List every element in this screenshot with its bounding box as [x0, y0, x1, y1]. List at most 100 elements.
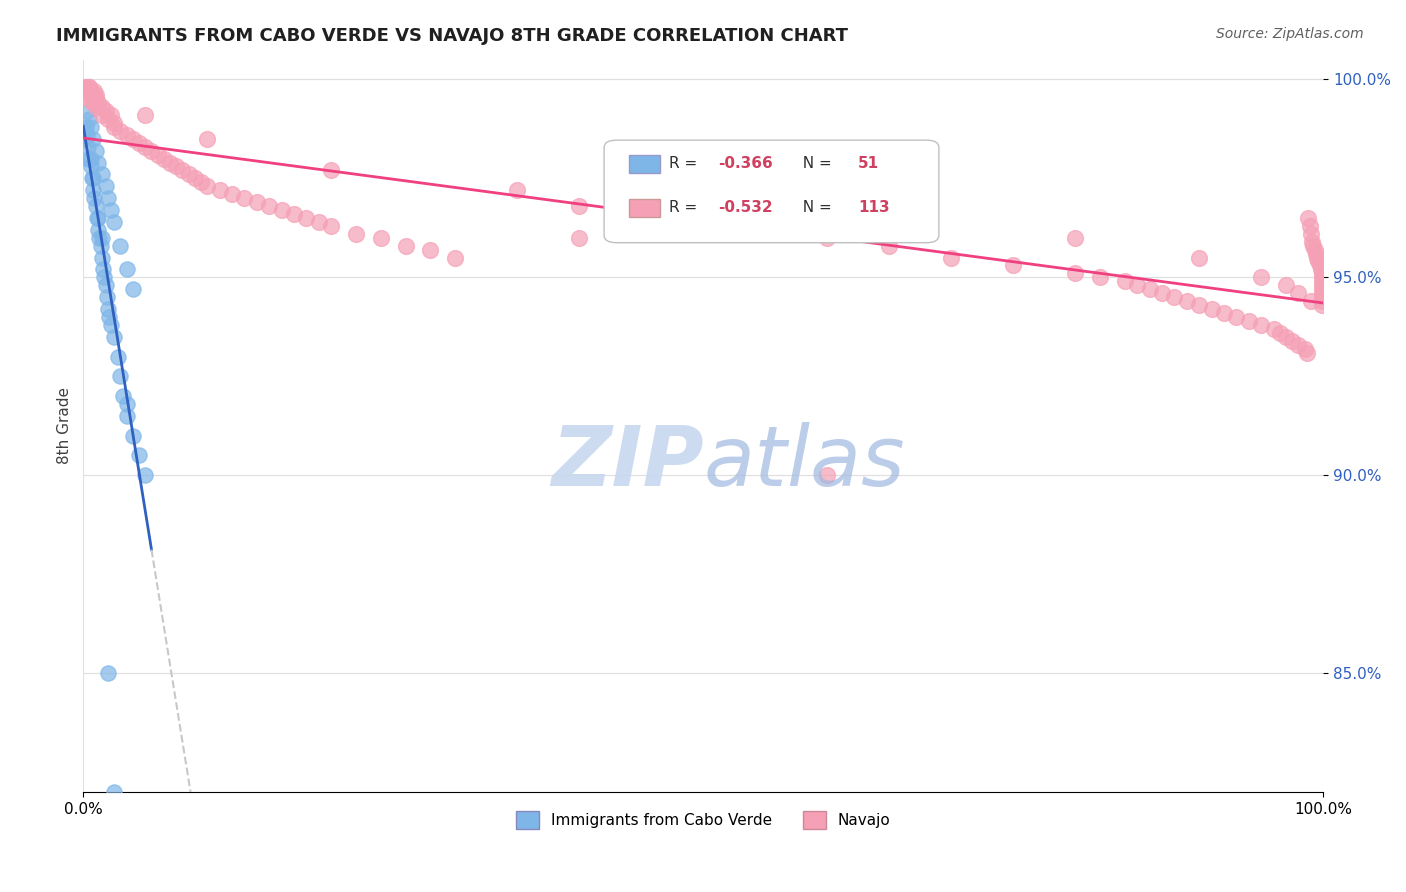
Point: [77, 139, 100, 153]
Point: [82, 132, 104, 146]
Point: [103, 120, 125, 134]
Point: [86, 211, 108, 225]
Point: [177, 168, 200, 182]
Point: [1002, 259, 1025, 273]
Point: [692, 215, 714, 229]
Text: R =: R =: [669, 156, 702, 171]
Text: N =: N =: [793, 156, 837, 171]
Point: [370, 231, 392, 245]
Point: [259, 199, 281, 213]
Point: [321, 219, 343, 233]
Point: [90, 238, 112, 252]
Text: R =: R =: [669, 200, 702, 215]
Point: [134, 468, 156, 483]
Point: [159, 155, 181, 169]
Point: [84, 144, 107, 158]
Point: [87, 211, 110, 225]
Text: ZIP: ZIP: [551, 422, 703, 503]
Point: [103, 329, 125, 343]
Point: [122, 428, 145, 442]
Point: [184, 171, 207, 186]
Point: [1302, 238, 1324, 252]
Point: [395, 238, 418, 252]
Point: [84, 100, 107, 114]
Point: [90, 108, 112, 122]
Point: [83, 191, 105, 205]
Point: [103, 785, 125, 799]
Point: [122, 282, 145, 296]
Point: [754, 223, 776, 237]
Point: [107, 350, 129, 364]
Point: [941, 251, 963, 265]
Point: [1064, 231, 1087, 245]
Point: [76, 80, 98, 95]
Point: [134, 108, 156, 122]
Point: [877, 238, 900, 252]
Point: [97, 666, 120, 681]
Point: [153, 152, 176, 166]
Point: [84, 88, 107, 103]
Point: [94, 179, 117, 194]
Point: [80, 152, 103, 166]
Point: [89, 231, 111, 245]
Point: [80, 171, 103, 186]
FancyBboxPatch shape: [605, 140, 939, 243]
Point: [98, 310, 121, 324]
Point: [1296, 345, 1319, 359]
Point: [444, 251, 467, 265]
Point: [103, 215, 125, 229]
Point: [1298, 219, 1320, 233]
Point: [141, 144, 163, 158]
Text: N =: N =: [793, 200, 837, 215]
Point: [96, 290, 118, 304]
Point: [1213, 306, 1236, 320]
Point: [111, 389, 134, 403]
Point: [94, 278, 117, 293]
Point: [134, 139, 156, 153]
Point: [1175, 294, 1198, 309]
Point: [233, 191, 256, 205]
Point: [87, 155, 110, 169]
Point: [128, 136, 150, 150]
Bar: [628, 199, 659, 217]
Point: [221, 187, 243, 202]
Point: [190, 175, 212, 189]
Point: [90, 231, 112, 245]
Point: [1139, 282, 1161, 296]
Point: [246, 195, 269, 210]
Point: [76, 88, 98, 103]
Point: [295, 211, 318, 225]
Point: [73, 132, 96, 146]
Point: [79, 80, 101, 95]
Point: [208, 183, 231, 197]
Point: [80, 84, 103, 98]
Point: [195, 132, 218, 146]
Text: 51: 51: [858, 156, 879, 171]
Point: [172, 163, 194, 178]
Point: [122, 132, 145, 146]
Point: [1299, 294, 1322, 309]
Point: [165, 160, 187, 174]
Point: [1188, 298, 1211, 312]
Point: [73, 80, 96, 95]
Point: [115, 397, 138, 411]
Point: [110, 124, 132, 138]
Point: [75, 120, 97, 134]
Point: [1299, 227, 1322, 241]
Text: Source: ZipAtlas.com: Source: ZipAtlas.com: [1216, 27, 1364, 41]
Point: [1303, 243, 1326, 257]
Point: [90, 251, 112, 265]
Point: [1114, 274, 1136, 288]
Point: [1288, 337, 1310, 351]
Point: [100, 202, 122, 217]
Point: [100, 318, 122, 332]
Point: [146, 147, 169, 161]
Point: [1310, 298, 1333, 312]
Point: [75, 84, 97, 98]
Point: [568, 231, 591, 245]
Point: [308, 215, 330, 229]
Point: [1288, 286, 1310, 301]
Point: [1268, 326, 1291, 340]
Point: [82, 171, 104, 186]
Point: [1306, 251, 1329, 265]
